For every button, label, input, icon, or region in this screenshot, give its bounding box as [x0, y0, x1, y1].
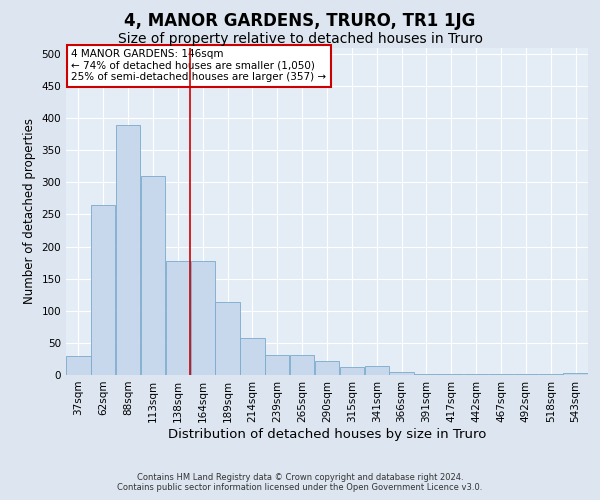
X-axis label: Distribution of detached houses by size in Truro: Distribution of detached houses by size … — [168, 428, 486, 440]
Text: 4, MANOR GARDENS, TRURO, TR1 1JG: 4, MANOR GARDENS, TRURO, TR1 1JG — [124, 12, 476, 30]
Bar — [215, 302, 240, 375]
Bar — [365, 366, 389, 375]
Bar — [464, 374, 488, 375]
Bar — [91, 205, 115, 375]
Text: 4 MANOR GARDENS: 146sqm
← 74% of detached houses are smaller (1,050)
25% of semi: 4 MANOR GARDENS: 146sqm ← 74% of detache… — [71, 49, 326, 82]
Bar — [439, 374, 463, 375]
Bar — [340, 368, 364, 375]
Bar — [240, 338, 265, 375]
Bar — [66, 356, 91, 375]
Bar — [414, 374, 439, 375]
Bar — [315, 361, 339, 375]
Bar — [514, 374, 538, 375]
Bar — [116, 124, 140, 375]
Bar — [539, 374, 563, 375]
Y-axis label: Number of detached properties: Number of detached properties — [23, 118, 36, 304]
Bar — [191, 260, 215, 375]
Bar — [389, 372, 414, 375]
Bar — [290, 355, 314, 375]
Text: Size of property relative to detached houses in Truro: Size of property relative to detached ho… — [118, 32, 482, 46]
Bar — [489, 374, 513, 375]
Bar — [265, 355, 289, 375]
Bar — [166, 260, 190, 375]
Bar — [141, 176, 165, 375]
Bar — [563, 373, 588, 375]
Text: Contains HM Land Registry data © Crown copyright and database right 2024.
Contai: Contains HM Land Registry data © Crown c… — [118, 473, 482, 492]
